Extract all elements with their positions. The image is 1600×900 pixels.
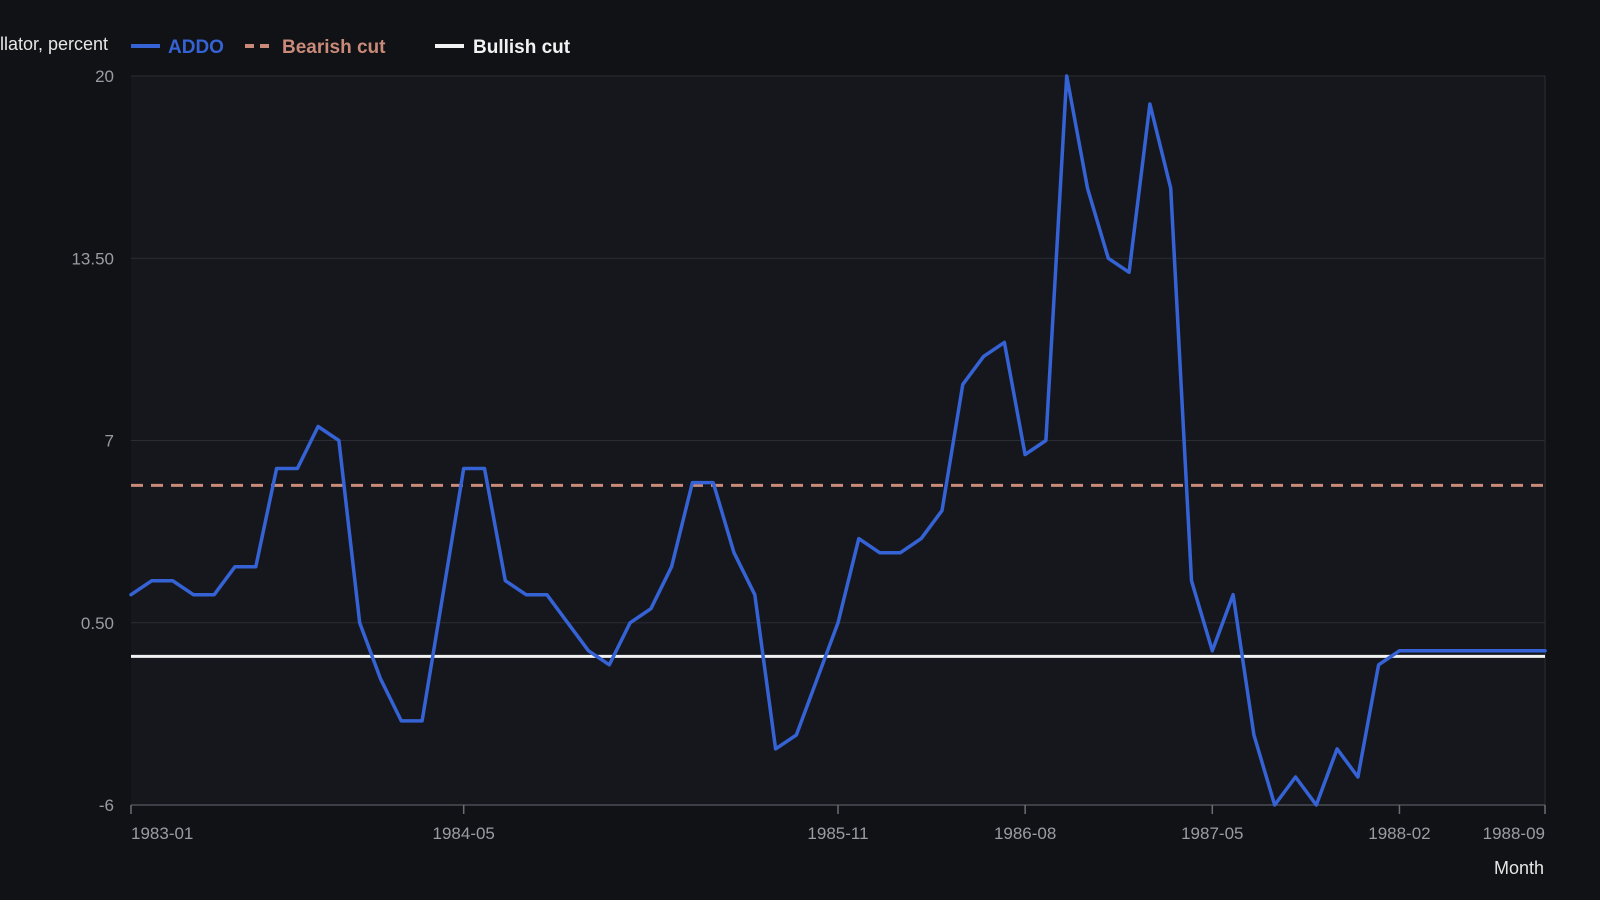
- y-tick-label: 13.50: [71, 249, 114, 268]
- legend-item-bearish-cut[interactable]: Bearish cut: [245, 37, 386, 58]
- legend-label-addo: ADDO: [168, 37, 224, 58]
- x-tick-label: 1983-01: [131, 824, 193, 843]
- x-tick-label: 1987-05: [1181, 824, 1243, 843]
- legend-label-bullish-cut: Bullish cut: [473, 37, 571, 58]
- x-tick-label: 1988-02: [1368, 824, 1430, 843]
- legend: ADDO Bearish cut Bullish cut: [131, 37, 571, 58]
- addo-line: [129, 74, 1547, 807]
- series-lines: [129, 74, 1547, 807]
- y-axis-title: llator, percent: [0, 34, 108, 54]
- y-tick-label: 20: [95, 67, 114, 86]
- legend-item-addo[interactable]: ADDO: [131, 37, 224, 58]
- legend-label-bearish-cut: Bearish cut: [282, 37, 386, 58]
- y-axis: -6 0.50 7 13.50 20: [71, 67, 114, 815]
- y-tick-label: -6: [99, 796, 114, 815]
- x-tick-label: 1988-09: [1483, 824, 1545, 843]
- x-axis-title: Month: [1494, 858, 1544, 878]
- x-tick-label: 1985-11: [807, 824, 868, 843]
- x-tick-label: 1984-05: [433, 824, 495, 843]
- x-axis: 1983-01 1984-05 1985-11 1986-08 1987-05 1988-…: [130, 804, 1546, 843]
- y-tick-label: 0.50: [81, 614, 114, 633]
- x-tick-label: 1986-08: [994, 824, 1056, 843]
- legend-item-bullish-cut[interactable]: Bullish cut: [435, 37, 571, 58]
- y-tick-label: 7: [105, 432, 114, 451]
